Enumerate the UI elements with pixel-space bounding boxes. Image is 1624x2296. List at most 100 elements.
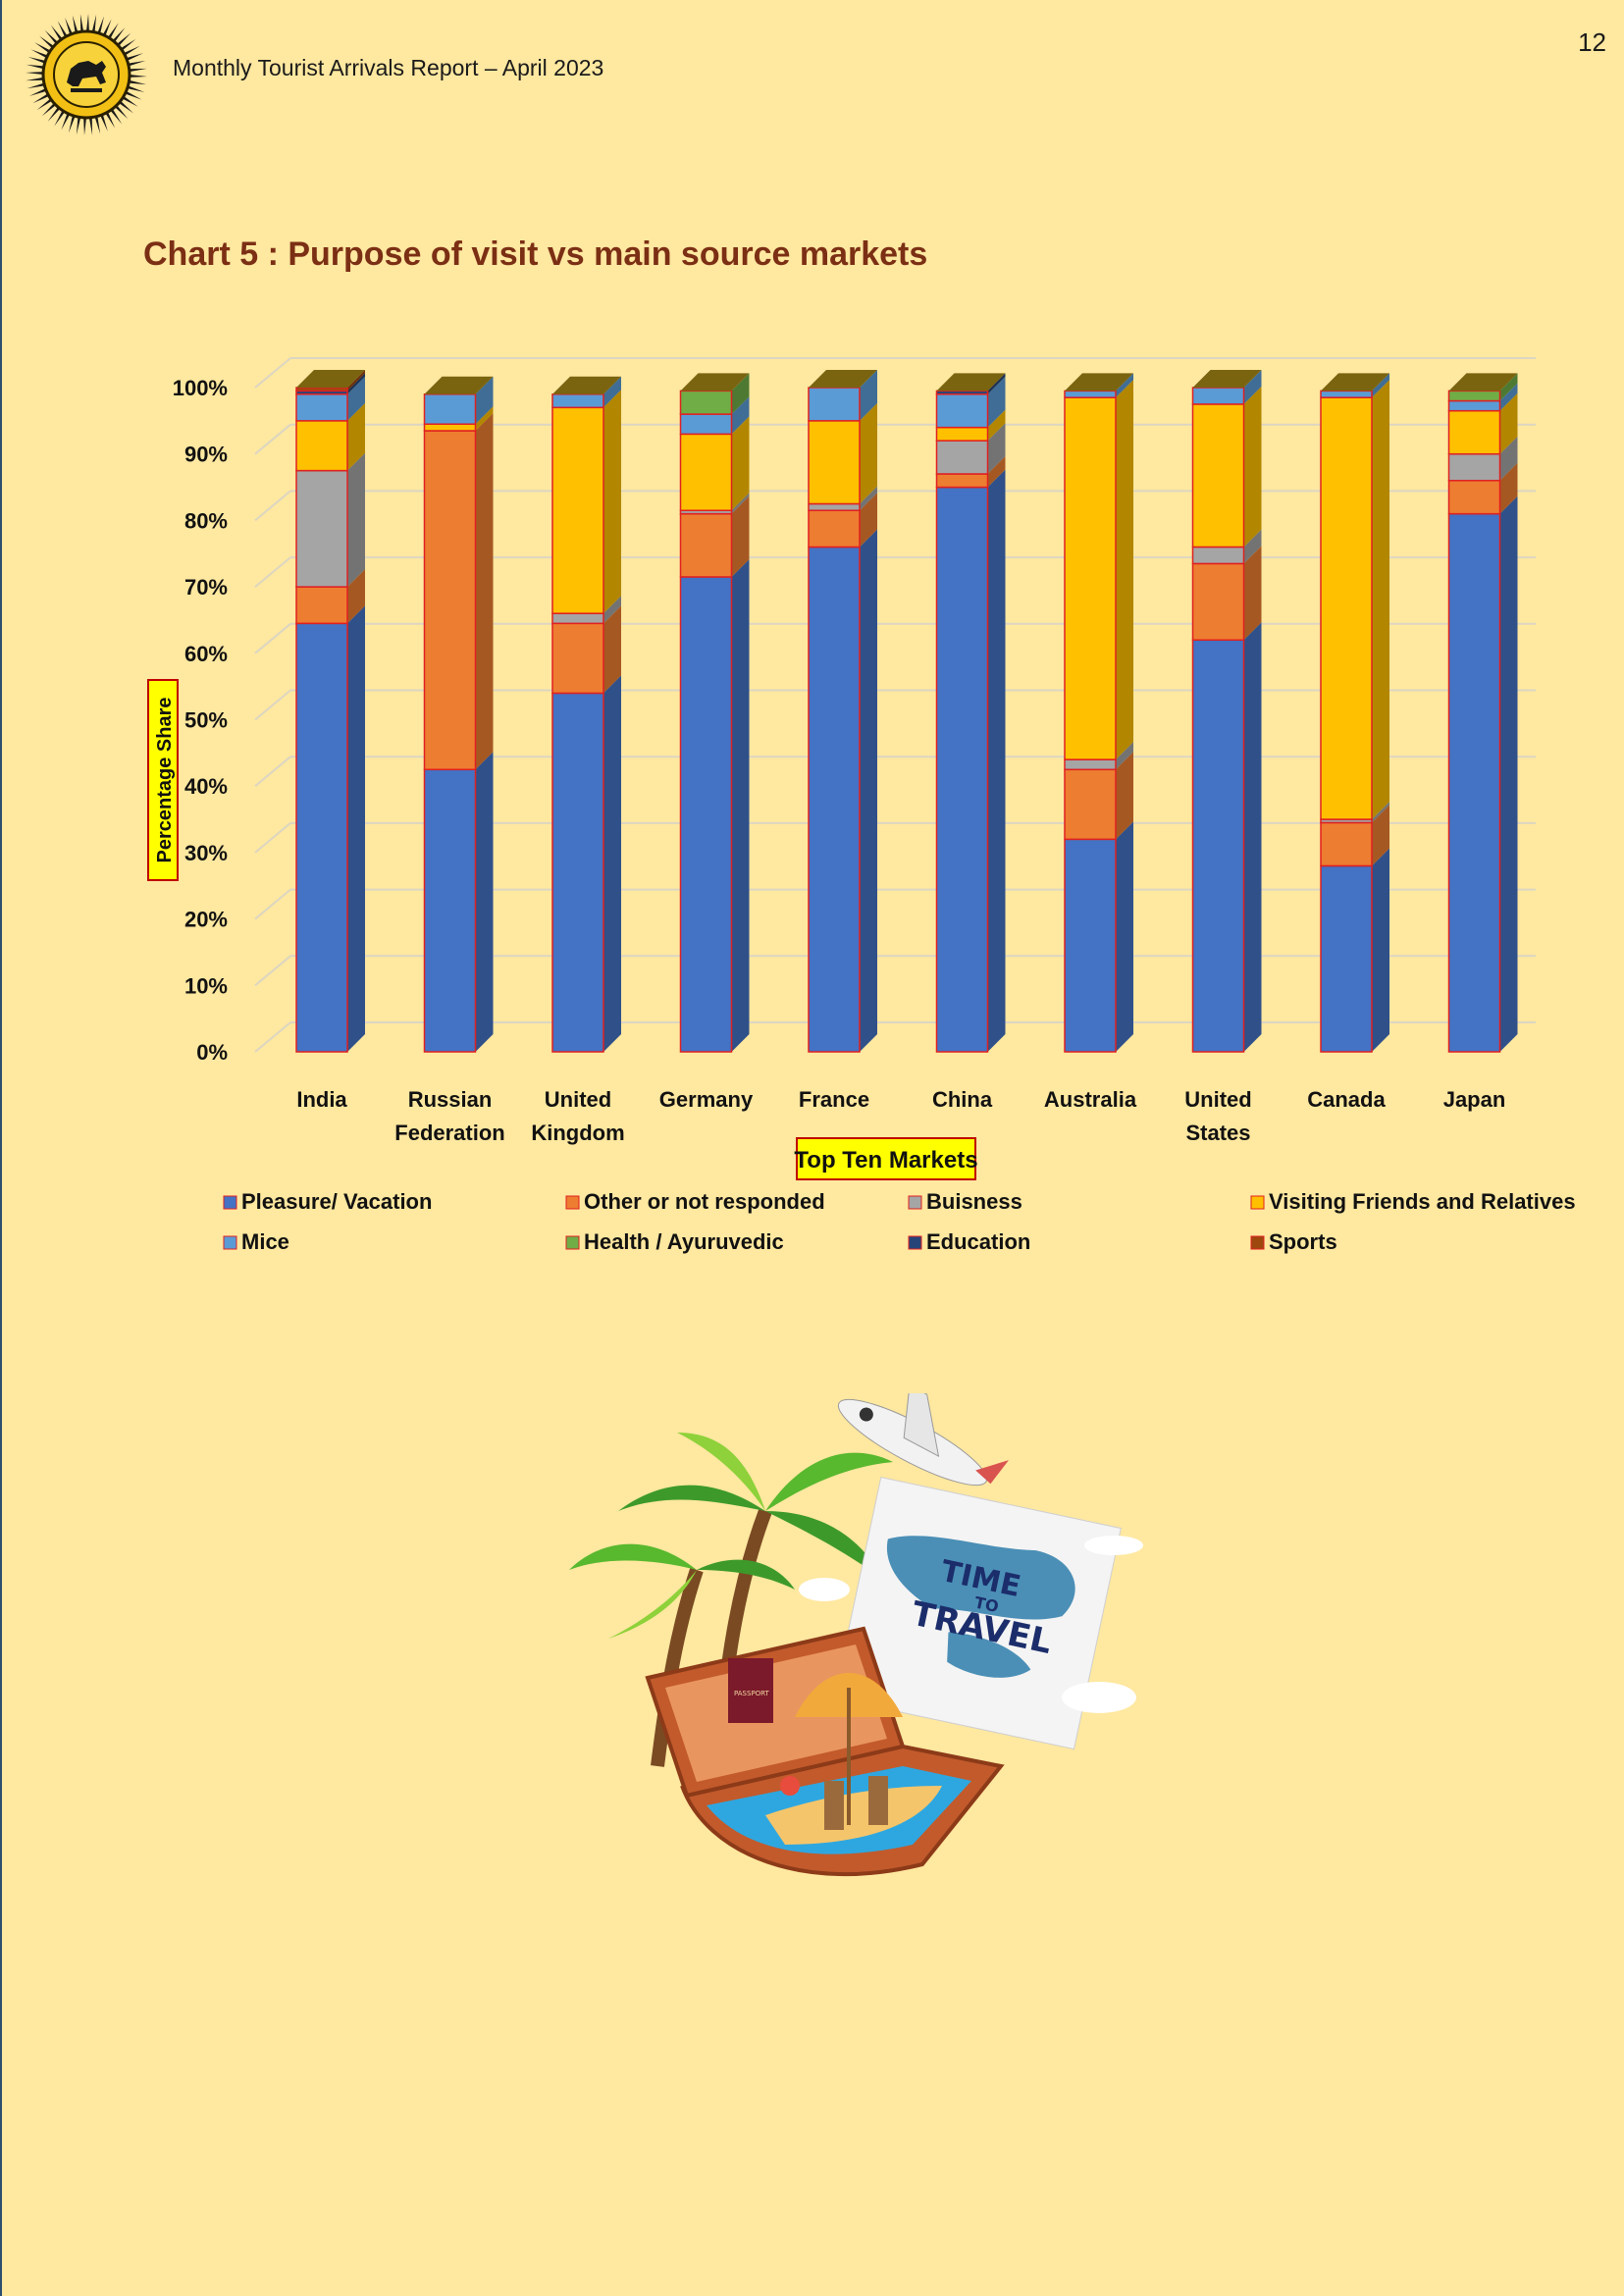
bar-segment-side — [347, 402, 365, 471]
bar-top — [1321, 373, 1389, 391]
bar-segment — [679, 413, 733, 436]
x-tick-label: Japan — [1443, 1087, 1506, 1112]
bar-segment-side — [1116, 373, 1133, 398]
passport-icon — [728, 1658, 773, 1723]
bar-segment — [1064, 768, 1117, 841]
bar-segment-side — [1499, 383, 1518, 411]
bar-segment-side — [1499, 373, 1518, 401]
bar-top — [1192, 370, 1262, 388]
gridline-side — [254, 556, 291, 588]
bar-top — [552, 376, 621, 394]
legend-label: Sports — [1269, 1229, 1337, 1254]
bar-segment-side — [987, 423, 1006, 475]
bar-segment — [808, 502, 861, 511]
bar-segment-side — [731, 416, 750, 511]
y-tick-label: 30% — [184, 841, 228, 865]
x-tick-label: Kingdom — [531, 1121, 624, 1145]
bar-segment-side — [987, 373, 1006, 394]
report-title: Monthly Tourist Arrivals Report – April … — [173, 55, 604, 80]
bar-segment-side — [475, 376, 494, 425]
y-tick-label: 80% — [184, 508, 228, 533]
bar-segment-side — [603, 596, 621, 624]
bar-segment — [423, 430, 477, 771]
bar-segment-side — [1499, 496, 1518, 1052]
bar-segment — [1064, 758, 1117, 771]
bar-segment — [295, 393, 348, 422]
legend-label: Mice — [241, 1229, 289, 1254]
bar-segment — [1447, 452, 1501, 482]
legend-swatch — [223, 1235, 237, 1250]
gridline-side — [254, 1021, 291, 1053]
bar-top — [809, 370, 877, 388]
x-tick-label: China — [932, 1087, 993, 1112]
bar-segment — [295, 469, 348, 588]
bar-segment-side — [1116, 380, 1133, 760]
bar-segment — [423, 393, 477, 425]
legend-label: Other or not responded — [584, 1189, 825, 1214]
bar-segment-side — [731, 373, 750, 415]
bar-segment-side — [347, 605, 365, 1052]
to-sign-text: TO — [972, 1592, 1000, 1616]
gridline-side — [254, 888, 291, 920]
bar-segment-side — [1372, 805, 1389, 866]
legend-swatch — [565, 1195, 580, 1210]
bar-segment-side — [347, 452, 365, 588]
legend-swatch — [908, 1235, 922, 1250]
bar-segment-side — [987, 376, 1006, 428]
bar-segment-side — [603, 675, 621, 1052]
bar-segment-side — [1372, 802, 1389, 823]
bar-segment-side — [603, 605, 621, 694]
bar-segment — [679, 390, 733, 415]
bar-segment — [551, 692, 604, 1053]
bar-segment-side — [475, 413, 494, 770]
bar-segment-side — [1372, 380, 1389, 820]
y-tick-label: 50% — [184, 708, 228, 733]
bar-segment — [679, 433, 733, 511]
bar-top — [936, 373, 1006, 391]
page-number: 12 — [1578, 27, 1606, 57]
bar-segment — [551, 406, 604, 614]
bar-segment — [679, 512, 733, 578]
bar-segment — [1191, 562, 1245, 642]
bar-segment — [1191, 639, 1245, 1053]
gridline-side — [254, 756, 291, 787]
bar-segment — [935, 486, 989, 1053]
bar-segment — [295, 387, 348, 392]
chart-title: Chart 5 : Purpose of visit vs main sourc… — [143, 235, 928, 273]
bar-segment — [1064, 390, 1117, 398]
gridline-side — [254, 689, 291, 721]
x-axis-label-box — [796, 1137, 976, 1180]
bar-segment-side — [1243, 529, 1262, 564]
y-tick-label: 70% — [184, 575, 228, 600]
bar-segment-side — [603, 390, 621, 614]
bar-segment-side — [347, 569, 365, 624]
bar-segment-side — [860, 529, 877, 1052]
stacked-bar-chart: 0% 10% 20% 30% 40% 50% 60% 70% 80% 90% 100% India R… — [147, 357, 1576, 1254]
bar-segment — [295, 586, 348, 625]
travel-suitcase-illustration-icon: TIME TO TRAVEL PASSPORT — [569, 1393, 1143, 1877]
bar-segment-side — [987, 469, 1006, 1052]
bar-segment-side — [987, 409, 1006, 442]
gridline-side — [254, 357, 291, 389]
y-tick-label: 0% — [196, 1040, 228, 1065]
legend-swatch — [223, 1195, 237, 1210]
legend-label: Pleasure/ Vacation — [241, 1189, 432, 1214]
bar-segment — [808, 387, 861, 422]
bar-top — [1065, 373, 1133, 391]
y-axis-label-text: Percentage Share — [154, 698, 176, 863]
legend-label: Education — [926, 1229, 1030, 1254]
bar-segment — [423, 768, 477, 1053]
bar-segment-side — [1499, 462, 1518, 514]
y-axis-label: Percentage Share — [147, 679, 179, 881]
bar-segment-side — [860, 486, 877, 511]
bar-segment — [1447, 512, 1501, 1053]
legend-swatch — [908, 1195, 922, 1210]
y-tick-label: 20% — [184, 908, 228, 932]
bar-segment-side — [1116, 742, 1133, 770]
bar-segment — [423, 423, 477, 432]
x-tick-label: Federation — [394, 1121, 504, 1145]
bar-segment — [1320, 821, 1373, 867]
bar-segment — [551, 393, 604, 409]
bar-segment-side — [1243, 546, 1262, 641]
bar-segment-side — [1116, 821, 1133, 1052]
